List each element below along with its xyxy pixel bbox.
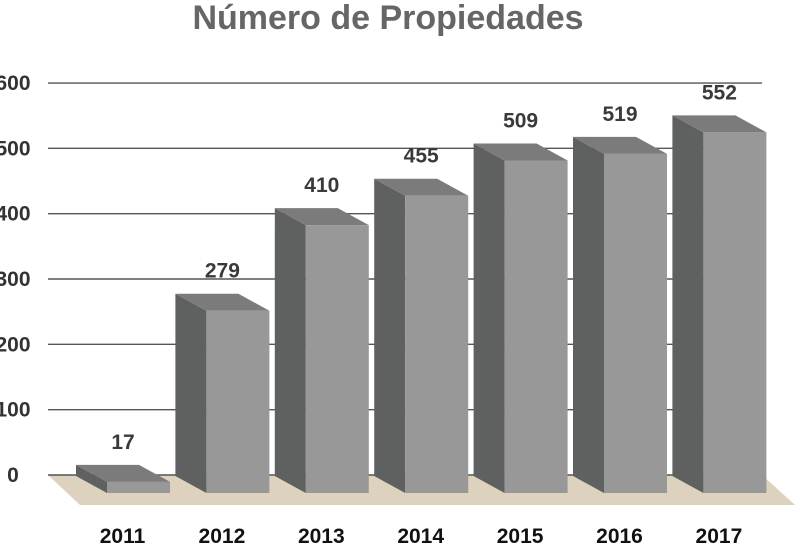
data-label: 552 (702, 81, 737, 104)
x-tick-label: 2012 (199, 525, 246, 546)
bar-2012 (175, 293, 270, 493)
bar-top-face (76, 464, 170, 482)
data-label: 17 (111, 431, 134, 454)
bar-side-face (473, 143, 505, 493)
bar-top-face (672, 115, 767, 133)
bar-front-face (305, 225, 369, 493)
bar-top-face (175, 293, 270, 311)
data-label: 279 (205, 260, 240, 283)
bar-2014 (374, 178, 469, 493)
x-tick-label: 2013 (298, 525, 345, 546)
bar-front-face (405, 195, 469, 493)
bar-2017 (672, 115, 767, 493)
data-label: 410 (304, 174, 339, 197)
data-label: 509 (503, 109, 538, 132)
y-tick-label: 300 (0, 268, 31, 291)
x-tick-label: 2011 (100, 525, 146, 546)
bar-top-face (274, 208, 369, 226)
x-tick-label: 2014 (397, 525, 444, 546)
data-label: 519 (602, 103, 637, 126)
data-label: 455 (404, 145, 439, 168)
bar-2013 (274, 208, 369, 493)
bar-side-face (672, 115, 704, 493)
bar-side-face (573, 136, 604, 493)
bar-side-face (274, 208, 306, 493)
bar-front-face (504, 160, 568, 493)
y-tick-label: 100 (0, 399, 31, 422)
y-tick-label: 400 (0, 203, 31, 226)
bar-2016 (573, 136, 667, 493)
y-tick-label: 600 (0, 72, 31, 95)
bar-side-face (374, 178, 406, 493)
bar-top-face (473, 143, 568, 161)
bar-2015 (473, 143, 568, 493)
x-tick-label: 2017 (696, 525, 743, 546)
bar-side-face (175, 293, 207, 493)
y-tick-label: 0 (7, 464, 19, 487)
x-tick-label: 2016 (596, 525, 643, 546)
y-tick-label: 200 (0, 333, 31, 356)
chart-title: Número de Propiedades (192, 0, 583, 37)
bar-top-face (573, 136, 667, 154)
bar-front-face (206, 310, 270, 493)
bar-2011 (76, 464, 170, 493)
bar-front-face (703, 132, 767, 493)
bar-top-face (374, 178, 469, 196)
bar-front-face (604, 153, 667, 493)
bar-side-face (76, 464, 107, 493)
bar-front-face (107, 481, 170, 493)
x-tick-label: 2015 (497, 525, 544, 546)
y-tick-label: 500 (0, 137, 31, 160)
